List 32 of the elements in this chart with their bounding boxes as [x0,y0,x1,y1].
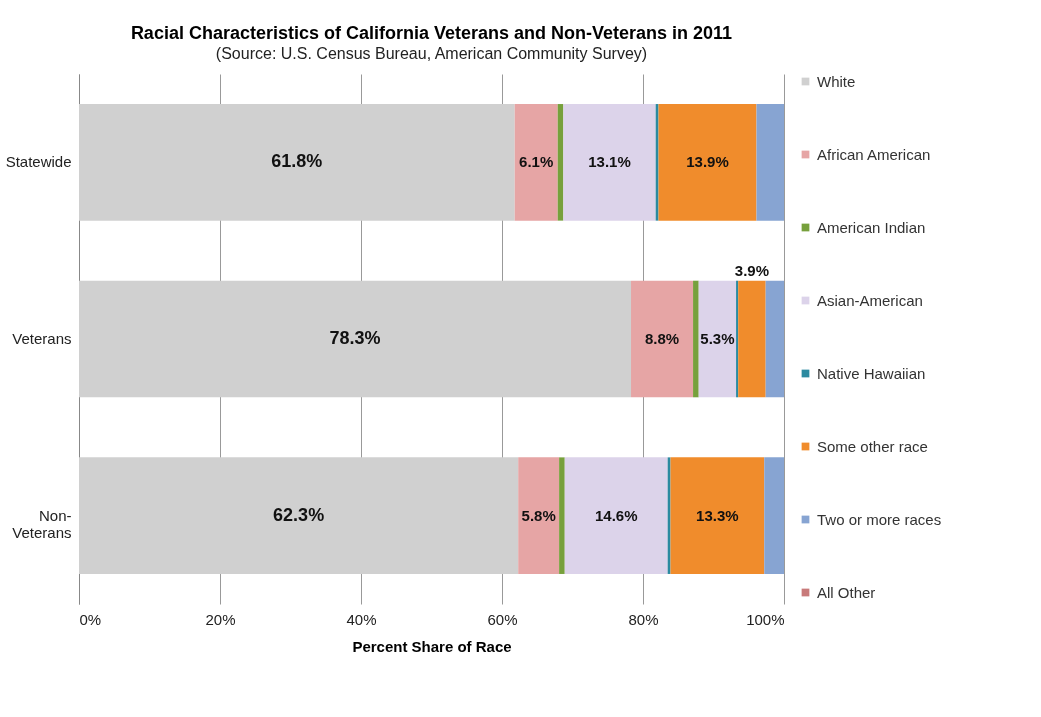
y-tick-label: Statewide [5,153,72,171]
chart-title: Racial Characteristics of California Veterans and Non-Veterans in 2011 [130,23,733,43]
data-label: 61.8% [271,151,323,172]
data-label: 5.8% [521,506,556,524]
data-label: 78.3% [329,328,381,348]
data-label: 13.1% [588,153,631,171]
x-tick-label: 60% [487,610,518,628]
chart-subtitle: (Source: U.S. Census Bureau, American Community Survey) [215,45,648,62]
legend-label: Native Hawaiian [817,364,926,382]
data-label: 6.1% [519,153,554,171]
data-label: 8.8% [644,330,680,347]
x-tick-label: 0% [79,610,102,628]
data-label: 3.9% [734,262,770,279]
legend-label: Two or more races [817,510,942,528]
x-tick-label: 80% [628,610,659,628]
legend-label: American Indian [817,218,926,236]
y-tick-label: Non- Veterans [12,506,72,541]
x-axis-title: Percent Share of Race [352,637,512,655]
legend-label: Some other race [817,437,928,455]
legend-label: White [817,72,856,90]
legend-label: All Other [817,583,876,601]
x-tick-label: 100% [746,610,785,628]
data-label: 5.3% [700,330,735,347]
data-label: 14.6% [594,506,638,524]
data-label: 13.3% [696,506,739,524]
x-tick-label: 40% [346,610,377,628]
data-label: 13.9% [686,153,729,171]
data-label: 62.3% [273,504,325,525]
legend-label: African American [817,145,931,163]
legend-label: Asian-American [817,291,923,309]
x-tick-label: 20% [205,610,236,628]
y-tick-label: Veterans [12,330,72,347]
